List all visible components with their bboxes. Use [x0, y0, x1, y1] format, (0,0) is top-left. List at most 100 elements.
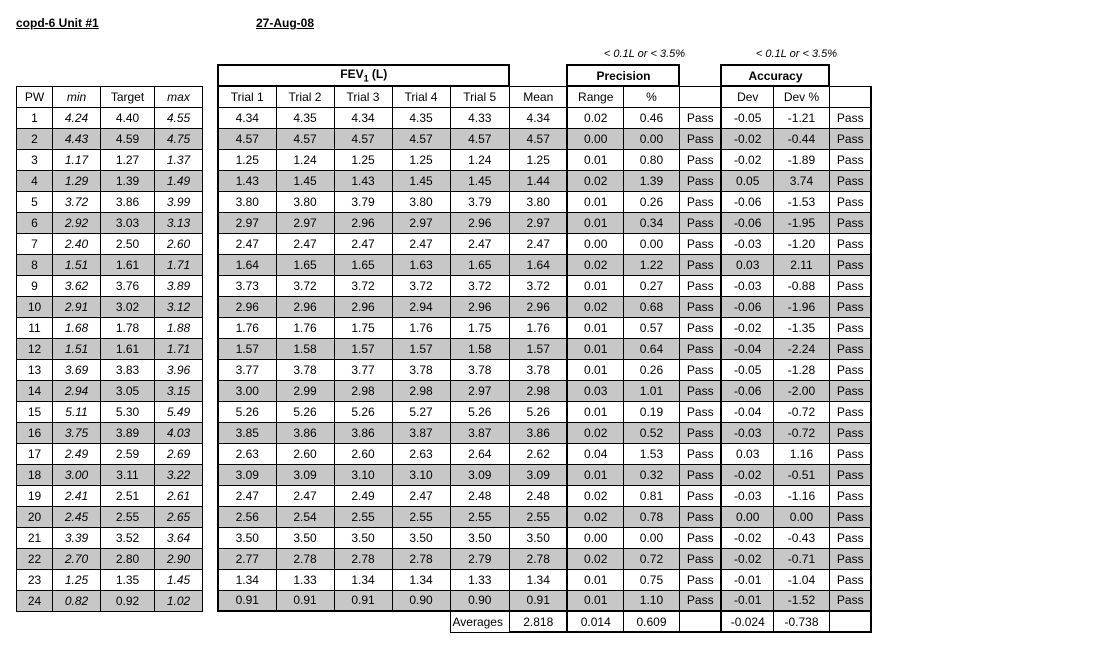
range-cell: 0.01	[567, 338, 623, 359]
col-min: min	[53, 87, 101, 108]
t4-cell: 5.27	[392, 401, 450, 422]
t3-cell: 4.34	[334, 107, 392, 128]
range-cell: 0.01	[567, 401, 623, 422]
t4-cell: 3.50	[392, 527, 450, 548]
min-cell: 1.17	[53, 150, 101, 171]
devp-cell: -1.16	[773, 485, 829, 506]
devp-cell: -1.96	[773, 296, 829, 317]
t3-cell: 1.75	[334, 317, 392, 338]
target-cell: 2.55	[101, 507, 155, 528]
accuracy-passfail: Pass	[829, 527, 871, 548]
pct-cell: 1.10	[623, 590, 679, 611]
range-cell: 0.00	[567, 233, 623, 254]
t1-cell: 1.34	[218, 569, 276, 590]
t1-cell: 1.25	[218, 149, 276, 170]
devp-cell: -1.52	[773, 590, 829, 611]
pw-cell: 9	[17, 276, 53, 297]
max-cell: 2.69	[155, 444, 203, 465]
min-cell: 2.70	[53, 549, 101, 570]
t3-cell: 2.49	[334, 485, 392, 506]
table-row: 3.733.723.723.723.723.720.010.27Pass-0.0…	[218, 275, 871, 296]
min-cell: 2.92	[53, 213, 101, 234]
min-cell: 2.40	[53, 234, 101, 255]
dev-cell: -0.04	[721, 338, 773, 359]
table-row: 2.472.472.472.472.472.470.000.00Pass-0.0…	[218, 233, 871, 254]
dev-cell: -0.03	[721, 485, 773, 506]
min-cell: 2.49	[53, 444, 101, 465]
table-row: 155.115.305.49	[17, 402, 203, 423]
accuracy-passfail: Pass	[829, 590, 871, 611]
t3-cell: 1.25	[334, 149, 392, 170]
t2-cell: 2.60	[276, 443, 334, 464]
target-cell: 4.40	[101, 108, 155, 129]
accuracy-passfail: Pass	[829, 401, 871, 422]
dev-cell: -0.05	[721, 359, 773, 380]
pct-cell: 0.46	[623, 107, 679, 128]
range-cell: 0.03	[567, 380, 623, 401]
t2-cell: 2.47	[276, 485, 334, 506]
t1-cell: 3.50	[218, 527, 276, 548]
dev-cell: -0.05	[721, 107, 773, 128]
min-cell: 3.62	[53, 276, 101, 297]
pw-cell: 16	[17, 423, 53, 444]
precision-passfail: Pass	[679, 128, 721, 149]
accuracy-passfail: Pass	[829, 443, 871, 464]
min-cell: 2.45	[53, 507, 101, 528]
dev-cell: 0.05	[721, 170, 773, 191]
pw-cell: 11	[17, 318, 53, 339]
mean-cell: 1.44	[509, 170, 567, 191]
accuracy-passfail: Pass	[829, 296, 871, 317]
accuracy-passfail: Pass	[829, 128, 871, 149]
t1-cell: 1.76	[218, 317, 276, 338]
max-cell: 4.55	[155, 108, 203, 129]
t1-cell: 2.77	[218, 548, 276, 569]
pw-cell: 4	[17, 171, 53, 192]
pct-cell: 1.53	[623, 443, 679, 464]
dev-cell: -0.02	[721, 128, 773, 149]
t2-cell: 1.76	[276, 317, 334, 338]
table-row: 93.623.763.89	[17, 276, 203, 297]
pct-cell: 0.32	[623, 464, 679, 485]
max-cell: 5.49	[155, 402, 203, 423]
t3-cell: 1.43	[334, 170, 392, 191]
mean-cell: 1.57	[509, 338, 567, 359]
table-row: 1.431.451.431.451.451.440.021.39Pass0.05…	[218, 170, 871, 191]
mean-cell: 2.97	[509, 212, 567, 233]
avg-dev: -0.024	[721, 611, 773, 632]
pw-cell: 1	[17, 108, 53, 129]
t5-cell: 3.79	[450, 191, 509, 212]
table-row: 213.393.523.64	[17, 528, 203, 549]
devp-cell: 3.74	[773, 170, 829, 191]
range-cell: 0.02	[567, 254, 623, 275]
t3-cell: 4.57	[334, 128, 392, 149]
pct-cell: 0.34	[623, 212, 679, 233]
mean-cell: 2.47	[509, 233, 567, 254]
table-row: 1.341.331.341.341.331.340.010.75Pass-0.0…	[218, 569, 871, 590]
t4-cell: 0.90	[392, 590, 450, 611]
t3-cell: 3.86	[334, 422, 392, 443]
precision-passfail: Pass	[679, 464, 721, 485]
accuracy-passfail: Pass	[829, 191, 871, 212]
precision-passfail: Pass	[679, 506, 721, 527]
pw-cell: 7	[17, 234, 53, 255]
devp-cell: -1.35	[773, 317, 829, 338]
t4-cell: 2.63	[392, 443, 450, 464]
t4-cell: 2.94	[392, 296, 450, 317]
t4-cell: 3.80	[392, 191, 450, 212]
max-cell: 3.64	[155, 528, 203, 549]
max-cell: 1.71	[155, 255, 203, 276]
table-row: 222.702.802.90	[17, 549, 203, 570]
t5-cell: 1.33	[450, 569, 509, 590]
table-row: 183.003.113.22	[17, 465, 203, 486]
t1-cell: 0.91	[218, 590, 276, 611]
t5-cell: 0.90	[450, 590, 509, 611]
t1-cell: 3.77	[218, 359, 276, 380]
range-cell: 0.01	[567, 275, 623, 296]
pw-cell: 8	[17, 255, 53, 276]
table-row: 192.412.512.61	[17, 486, 203, 507]
range-cell: 0.02	[567, 170, 623, 191]
t2-cell: 1.45	[276, 170, 334, 191]
t2-cell: 3.72	[276, 275, 334, 296]
accuracy-passfail: Pass	[829, 233, 871, 254]
criteria-precision: < 0.1L or < 3.5%	[567, 44, 721, 65]
